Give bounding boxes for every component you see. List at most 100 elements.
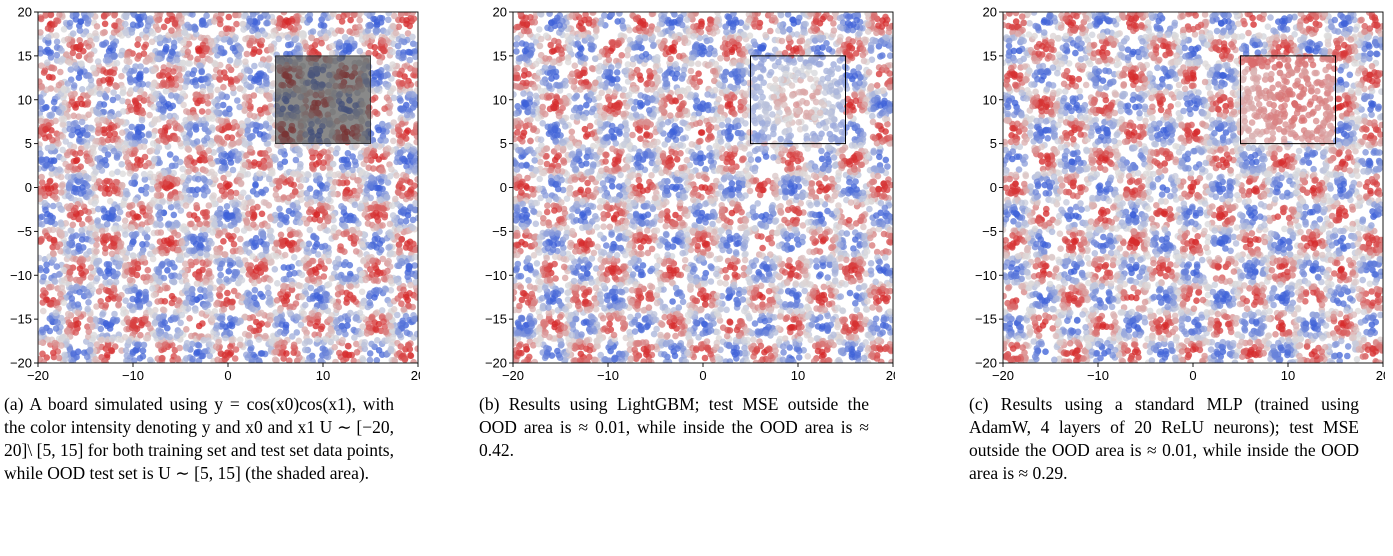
scatter-point <box>167 92 175 99</box>
scatter-point <box>113 253 121 261</box>
scatter-point <box>296 219 304 226</box>
scatter-point <box>55 140 62 147</box>
scatter-point <box>78 227 85 234</box>
scatter-point <box>62 138 70 145</box>
scatter-point <box>147 308 155 316</box>
scatter-point <box>60 266 67 274</box>
scatter-point <box>85 328 93 335</box>
scatter-point <box>142 67 150 74</box>
scatter-point <box>104 136 112 144</box>
scatter-point <box>387 287 395 294</box>
scatter-point <box>161 341 169 348</box>
scatter-point <box>85 292 93 299</box>
scatter-point <box>176 71 183 79</box>
scatter-point <box>105 76 112 83</box>
scatter-point <box>258 309 265 317</box>
scatter-point <box>86 347 94 355</box>
scatter-point <box>151 320 158 327</box>
scatter-point <box>54 319 61 326</box>
scatter-point <box>161 298 169 305</box>
scatter-point <box>97 185 105 192</box>
scatter-point <box>254 31 262 39</box>
scatter-point <box>312 322 320 330</box>
scatter-point <box>227 212 235 220</box>
scatter-point <box>186 196 194 204</box>
scatter-point <box>104 151 112 158</box>
scatter-point <box>43 261 50 269</box>
scatter-point <box>206 57 214 64</box>
scatter-point <box>338 203 345 210</box>
scatter-point <box>231 355 239 362</box>
scatter-point <box>174 203 181 210</box>
scatter-point <box>356 47 364 55</box>
scatter-point <box>398 38 406 45</box>
scatter-point <box>150 291 158 299</box>
scatter-point <box>387 277 395 285</box>
scatter-point <box>209 229 216 236</box>
scatter-point <box>102 302 110 309</box>
scatter-point <box>255 326 263 334</box>
scatter-point <box>135 292 143 299</box>
scatter-point <box>139 109 147 117</box>
scatter-point <box>380 205 387 213</box>
scatter-point <box>277 148 285 156</box>
scatter-point <box>305 240 313 248</box>
scatter-point <box>149 178 157 186</box>
scatter-point <box>240 26 247 33</box>
scatter-point <box>406 49 414 56</box>
scatter-point <box>336 39 343 46</box>
scatter-point <box>376 190 383 197</box>
scatter-point <box>377 196 385 204</box>
scatter-point <box>213 322 221 329</box>
scatter-point <box>318 323 326 331</box>
scatter-point <box>262 120 270 128</box>
scatter-point <box>229 166 237 174</box>
scatter-point <box>308 310 316 317</box>
scatter-point <box>293 329 301 336</box>
scatter-point <box>91 200 98 207</box>
scatter-point <box>126 132 133 140</box>
scatter-point <box>134 41 141 48</box>
scatter-point <box>366 182 374 190</box>
scatter-point <box>54 17 62 25</box>
scatter-point <box>121 333 129 341</box>
scatter-point <box>40 273 47 281</box>
scatter-point <box>240 12 248 20</box>
scatter-point <box>69 30 77 37</box>
scatter-point <box>321 265 328 272</box>
scatter-point <box>277 231 285 239</box>
scatter-point <box>353 314 361 321</box>
scatter-point <box>107 113 114 120</box>
scatter-point <box>409 33 416 41</box>
scatter-point <box>375 156 383 163</box>
scatter-point <box>110 147 118 155</box>
scatter-point <box>141 43 148 51</box>
scatter-point <box>207 142 215 149</box>
scatter-point <box>149 200 156 207</box>
scatter-point <box>242 94 250 102</box>
scatter-point <box>179 239 186 247</box>
scatter-point <box>226 57 234 64</box>
scatter-point <box>68 295 76 302</box>
scatter-point <box>38 117 45 125</box>
scatter-point <box>260 163 268 170</box>
scatter-point <box>380 275 388 283</box>
scatter-point <box>351 334 358 341</box>
scatter-point <box>412 61 418 69</box>
scatter-point <box>262 74 270 81</box>
scatter-point <box>165 101 172 108</box>
scatter-point <box>347 283 354 290</box>
scatter-point <box>238 294 246 302</box>
scatter-point <box>400 306 408 313</box>
scatter-point <box>77 163 84 170</box>
scatter-point <box>83 142 91 149</box>
scatter-point <box>201 303 209 311</box>
scatter-point <box>263 19 270 27</box>
scatter-point <box>237 318 244 325</box>
scatter-point <box>273 252 280 260</box>
scatter-point <box>60 85 68 92</box>
scatter-point <box>117 118 124 126</box>
scatter-point <box>148 147 156 154</box>
scatter-point <box>303 220 311 227</box>
scatter-point <box>88 237 95 245</box>
